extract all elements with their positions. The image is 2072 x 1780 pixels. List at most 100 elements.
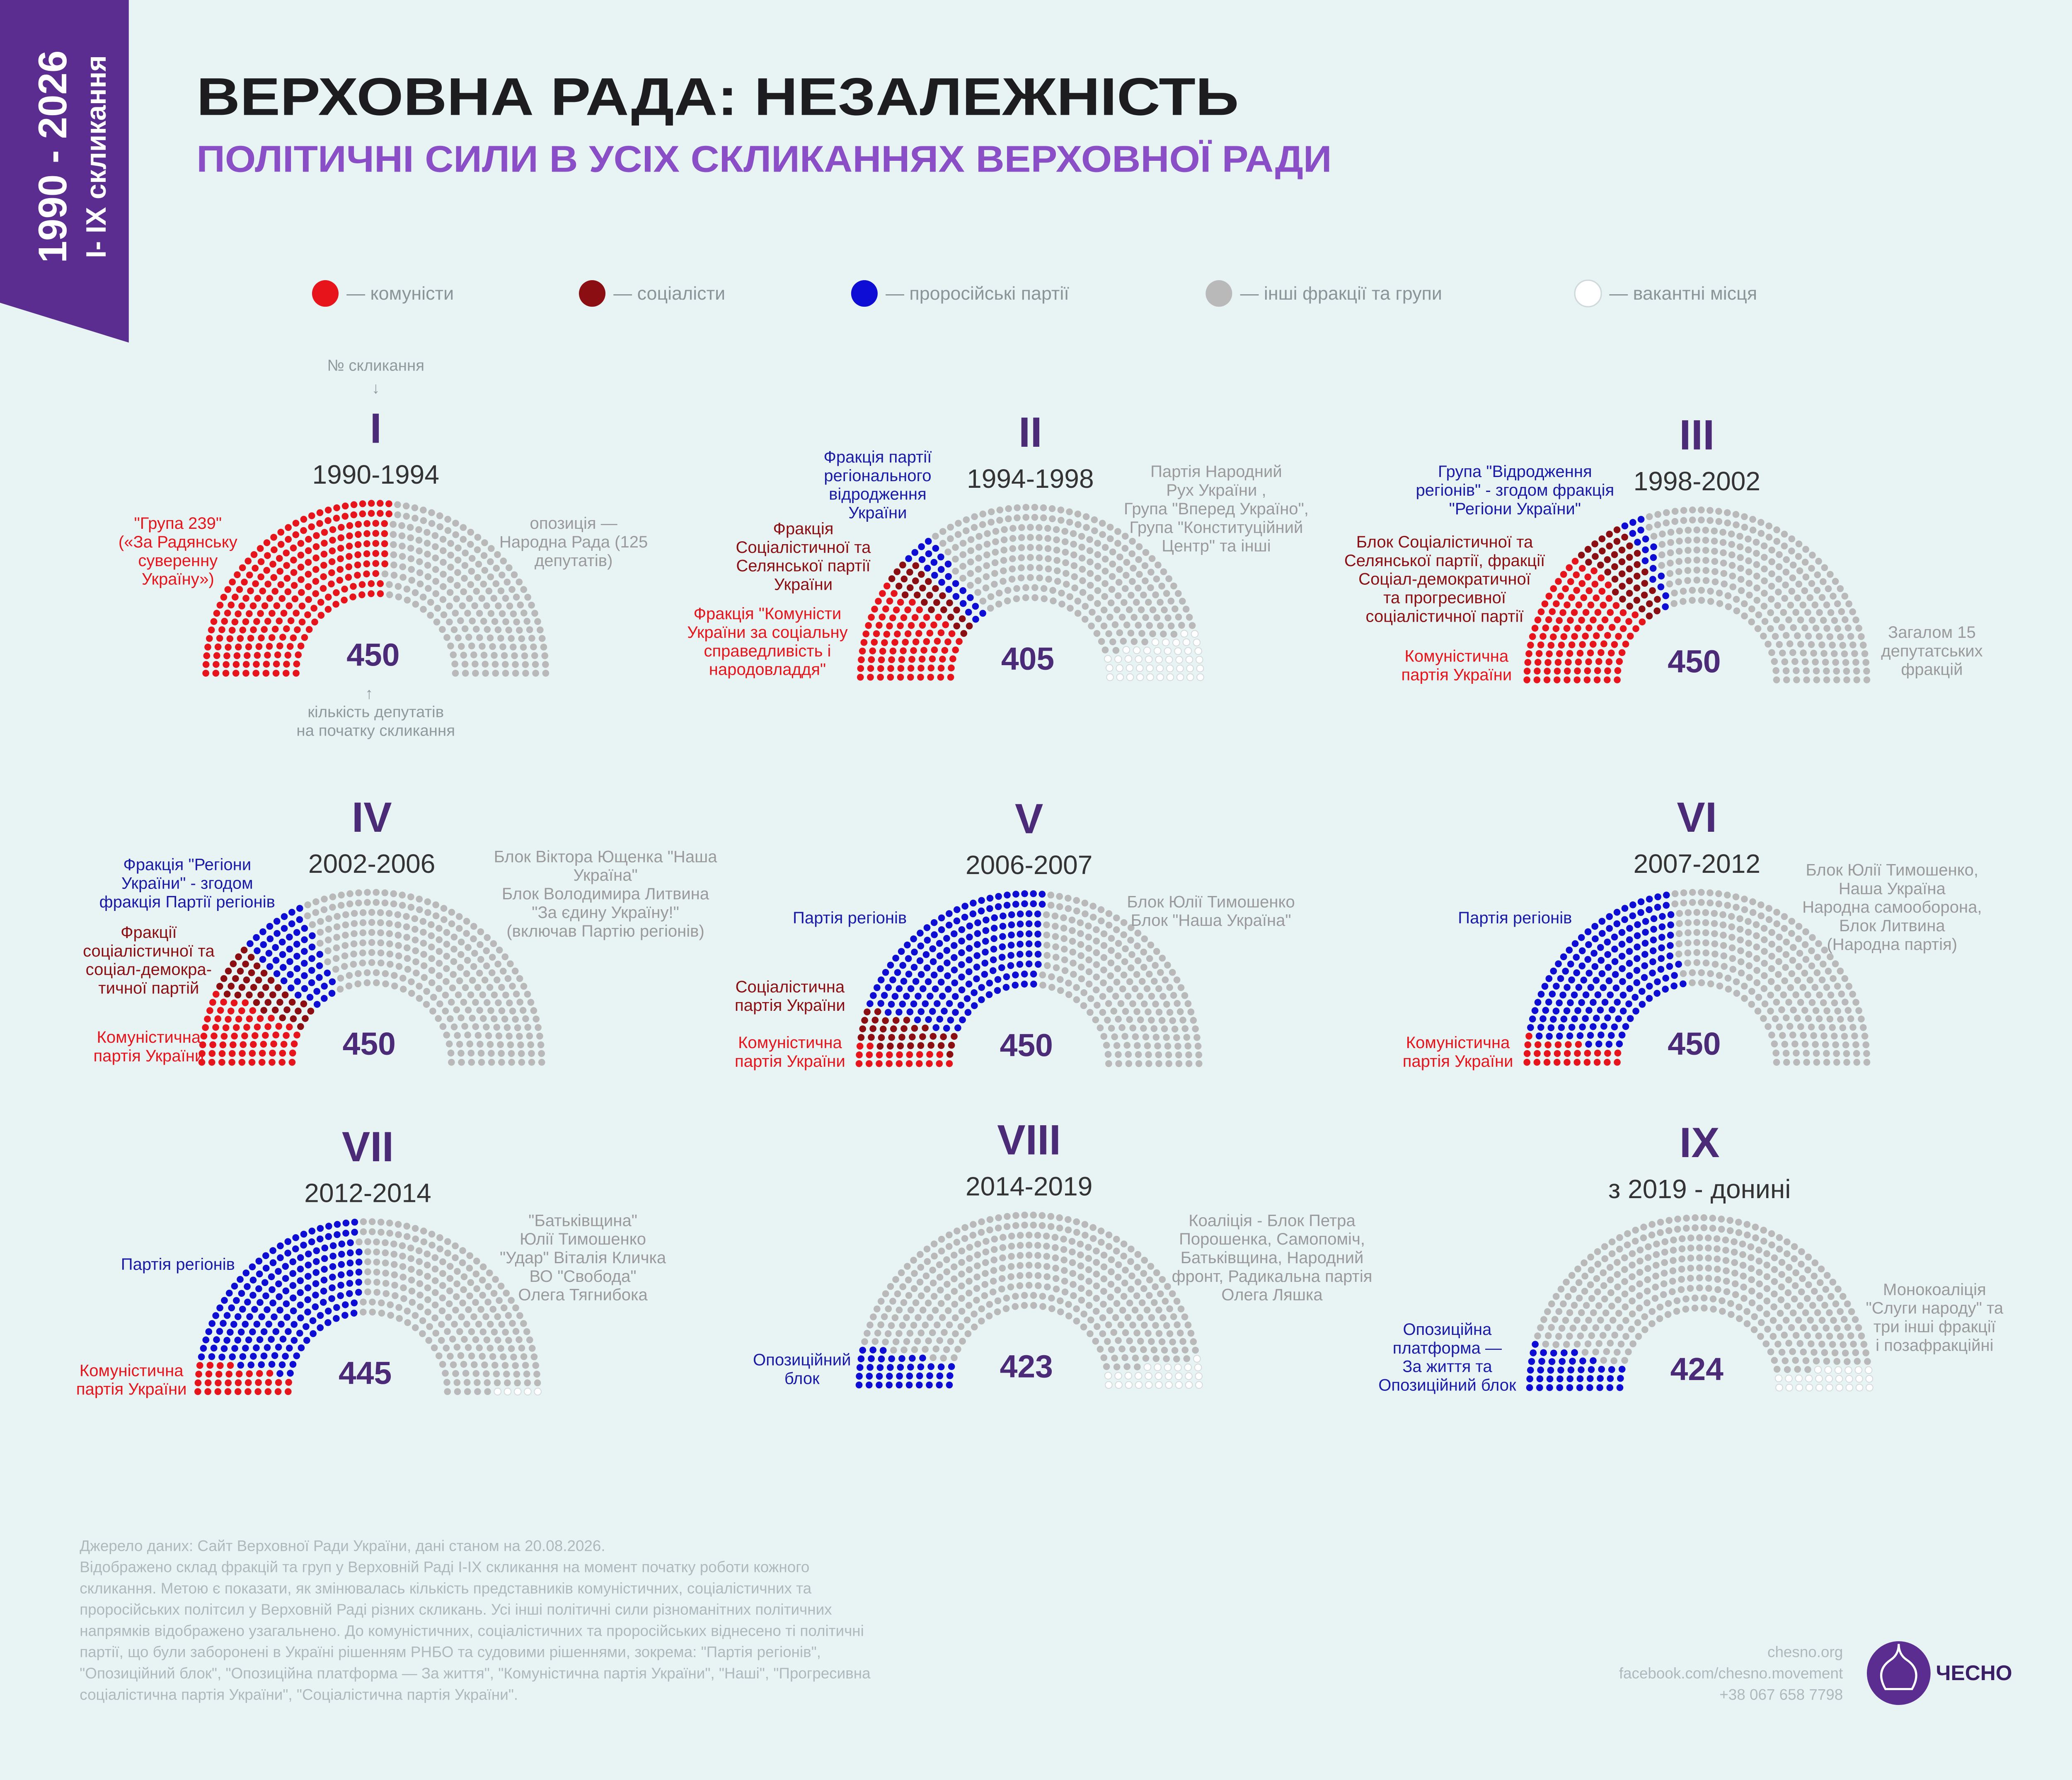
- seat-total: 405: [1001, 641, 1054, 677]
- guide-convocation: № скликання: [327, 356, 424, 374]
- seat-group: [1104, 630, 1204, 681]
- legend-swatch: [579, 280, 606, 307]
- convocation-numeral: VIII: [997, 1116, 1061, 1164]
- guide-arrow: ↓: [372, 379, 380, 397]
- annotation: партія України: [93, 1047, 204, 1065]
- annotation: депутатських: [1881, 642, 1982, 660]
- annotation: та прогресивної: [1383, 589, 1506, 607]
- seat-total: 450: [1668, 644, 1721, 679]
- annotation: "Регіони України": [1449, 500, 1581, 518]
- annotation: Народна Рада (125: [499, 533, 648, 551]
- annotation: Партія регіонів: [121, 1255, 235, 1274]
- annotation: Фракція "Регіони: [123, 856, 251, 874]
- seat-group: [855, 1347, 955, 1389]
- annotation: "Група 239": [134, 514, 222, 533]
- convocation-numeral: III: [1679, 411, 1714, 458]
- annotation: Фракція "Комуністи: [694, 605, 842, 623]
- footnote: партії, що були заборонені в Україні ріш…: [80, 1644, 821, 1661]
- seat-total: 423: [1000, 1349, 1053, 1385]
- annotation: Опозиційна: [1403, 1320, 1492, 1339]
- annotation: Блок Юлії Тимошенко,: [1806, 861, 1979, 879]
- annotation: Рух України ,: [1166, 481, 1266, 499]
- side-convocations: І- ІХ скликання: [81, 55, 112, 258]
- annotation: партія України: [1402, 666, 1512, 684]
- side-years: 1990 - 2026: [31, 51, 75, 263]
- legend-label: — проросійські партії: [886, 283, 1069, 304]
- annotation: Україну»): [142, 570, 214, 588]
- seat-group: [356, 1218, 541, 1395]
- annotation: Комуністична: [97, 1028, 201, 1046]
- guide-seats: кількість депутатів: [307, 703, 444, 721]
- annotation: опозиція —: [530, 514, 618, 533]
- annotation: депутатів): [535, 552, 612, 570]
- seat-group: [1523, 557, 1646, 683]
- legend-label: — вакантні місця: [1609, 283, 1757, 304]
- annotation: суверенну: [138, 552, 218, 570]
- footnote: проросійських політсил у Верховній Раді …: [80, 1601, 832, 1618]
- annotation: Порошенка, Самопоміч,: [1179, 1230, 1365, 1248]
- seat-group: [247, 905, 336, 1008]
- subtitle: ПОЛІТИЧНІ СИЛИ В УСІХ СКЛИКАННЯХ ВЕРХОВН…: [196, 139, 1331, 180]
- annotation: регіонального: [824, 467, 931, 485]
- seat-group: [1527, 891, 1687, 1048]
- annotation: Партія регіонів: [793, 909, 907, 927]
- seat-group: [1578, 526, 1661, 620]
- annotation: блок: [784, 1370, 820, 1388]
- annotation: соціалістичної партії: [1366, 607, 1524, 625]
- annotation: регіонів" - згодом фракція: [1416, 481, 1614, 499]
- annotation: Опозиційний блок: [1378, 1376, 1516, 1395]
- legend-swatch: [1205, 280, 1232, 307]
- annotation: Група "Конституційний: [1129, 518, 1303, 537]
- seat-group: [932, 504, 1196, 654]
- legend-swatch: [851, 280, 878, 307]
- seat-group: [857, 582, 963, 681]
- seat-group: [1671, 889, 1871, 1066]
- convocation-numeral: I: [370, 404, 382, 452]
- annotation: фракцій: [1901, 661, 1963, 679]
- convocation-numeral: VI: [1677, 793, 1717, 841]
- side-ribbon: [0, 0, 129, 343]
- seat-group: [861, 1211, 1199, 1371]
- seat-group: [1621, 516, 1669, 610]
- convocation-years: 1998-2002: [1634, 466, 1760, 496]
- annotation: Комуністична: [738, 1034, 842, 1052]
- convocation-years: 2012-2014: [304, 1178, 431, 1208]
- annotation: (Народна партія): [1827, 935, 1957, 954]
- annotation: три інші фракції: [1874, 1318, 1996, 1336]
- annotation: фронт, Радикальна партія: [1172, 1267, 1372, 1286]
- footnote: напрямків відображено узагальнено. До ко…: [80, 1622, 864, 1639]
- annotation: Опозиційний: [753, 1351, 851, 1369]
- seat-group: [857, 1008, 958, 1058]
- annotation: Селянської партії, фракції: [1344, 552, 1545, 570]
- title: ВЕРХОВНА РАДА: НЕЗАЛЕЖНІСТЬ: [196, 67, 1239, 126]
- convocation-numeral: IV: [352, 793, 392, 841]
- annotation: партія України: [735, 1052, 845, 1070]
- convocation-years: 2007-2012: [1634, 849, 1760, 879]
- seat-group: [202, 500, 392, 677]
- annotation: Соціал-демократичної: [1358, 570, 1531, 588]
- annotation: Соціалістична: [736, 978, 845, 996]
- annotation: Блок Володимира Литвина: [502, 885, 709, 903]
- annotation: Група "Вперед Україно",: [1124, 500, 1309, 518]
- annotation: Група "Відродження: [1438, 463, 1592, 481]
- annotation: Комуністична: [80, 1361, 184, 1380]
- legend-swatch: [1574, 279, 1602, 308]
- annotation: Блок Віктора Ющенка "Наша: [494, 848, 718, 866]
- seat-group: [888, 561, 973, 637]
- annotation: Фракція партії: [823, 448, 932, 466]
- footnote: Відображено склад фракцій та груп у Верх…: [80, 1559, 809, 1576]
- annotation: партія України: [735, 996, 845, 1015]
- seat-group: [216, 947, 315, 1030]
- seat-total: 450: [343, 1026, 396, 1062]
- seat-total: 450: [1000, 1027, 1053, 1063]
- annotation: (включав Партію регіонів): [506, 922, 704, 940]
- annotation: Народна самооборона,: [1802, 898, 1982, 916]
- footnote: скликання. Метою є показати, як змінювал…: [80, 1580, 811, 1597]
- annotation: відродження: [829, 485, 927, 504]
- seat-total: 450: [1668, 1026, 1721, 1062]
- annotation: Фракція: [773, 520, 833, 538]
- legend-swatch: [312, 280, 339, 307]
- annotation: Блок Юлії Тимошенко: [1127, 893, 1295, 911]
